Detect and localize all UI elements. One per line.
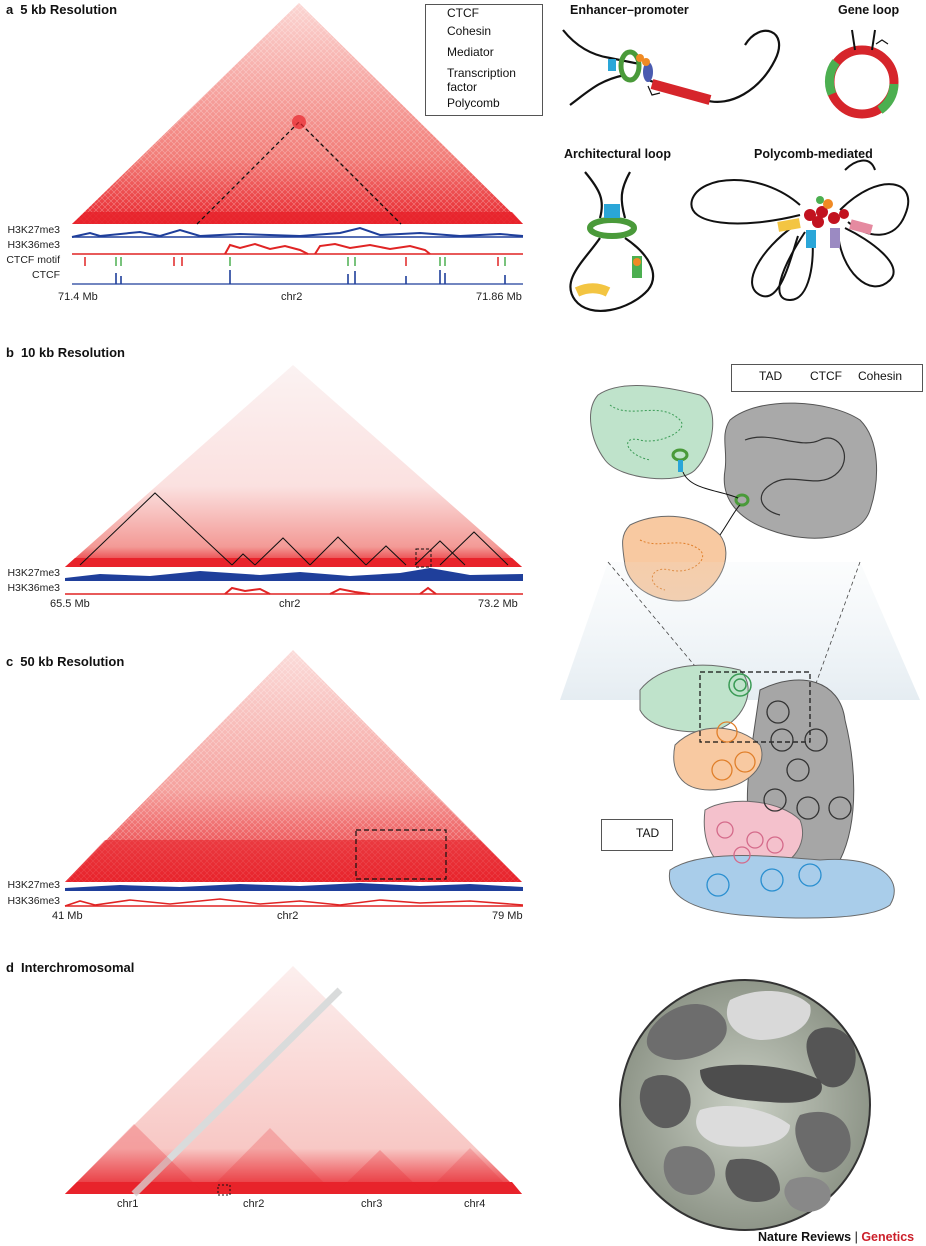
track-label-h3k36me3-c: H3K36me3 <box>7 895 60 907</box>
legend-a-transcription-factor: Transcription factor <box>447 66 516 94</box>
panel-c-title: c 50 kb Resolution <box>6 654 124 669</box>
journal-separator: | <box>854 1230 858 1244</box>
tracks-50kb <box>64 883 524 907</box>
track-label-ctcf-a: CTCF <box>32 269 60 281</box>
panel-a-heading: 5 kb Resolution <box>20 2 118 17</box>
coord-chrom-c: chr2 <box>277 910 299 922</box>
legend-a <box>425 4 543 116</box>
hic-map-5kb <box>72 3 523 225</box>
enhancer-promoter-schematic <box>562 29 781 106</box>
architectural-loop-schematic <box>569 171 655 312</box>
legend-b <box>731 364 923 392</box>
legend-a-mediator: Mediator <box>447 45 494 59</box>
gene-loop-schematic <box>824 29 899 119</box>
legend-a-ctcf: CTCF <box>447 6 479 20</box>
coord-end-a: 71.86 Mb <box>476 291 522 303</box>
panel-b-letter: b <box>6 345 14 360</box>
track-label-h3k27me3-a: H3K27me3 <box>7 224 60 236</box>
polycomb-mediated-schematic <box>690 159 910 302</box>
panel-b-heading: 10 kb Resolution <box>20 345 125 360</box>
legend-a-polycomb: Polycomb <box>447 96 500 110</box>
schematic-title-polycomb-mediated: Polycomb-mediated <box>754 147 873 161</box>
coord-start-a: 71.4 Mb <box>58 291 98 303</box>
hic-map-interchromosomal <box>65 966 522 1197</box>
coord-start-c: 41 Mb <box>52 910 83 922</box>
hic-map-10kb <box>65 365 522 568</box>
coord-chrom-b: chr2 <box>279 598 301 610</box>
tad-balls <box>706 700 852 897</box>
zoom-box-interchromosomal <box>217 1184 231 1196</box>
chrom-label-chr1: chr1 <box>117 1198 139 1210</box>
hic-map-50kb <box>65 650 522 882</box>
panel-d-heading: Interchromosomal <box>20 960 135 975</box>
zoom-box-schematic <box>699 671 811 743</box>
coord-chrom-a: chr2 <box>281 291 303 303</box>
panel-a-title: a 5 kb Resolution <box>6 2 117 17</box>
loop-hotspot <box>292 115 306 129</box>
legend-c <box>601 819 673 851</box>
panel-b-title: b 10 kb Resolution <box>6 345 125 360</box>
track-label-ctcf-motif-a: CTCF motif <box>6 254 60 266</box>
loop-dashed-outline <box>196 121 402 225</box>
journal-name: Nature Reviews <box>758 1230 852 1244</box>
panel-d-letter: d <box>6 960 14 975</box>
track-label-h3k36me3-b: H3K36me3 <box>7 582 60 594</box>
legend-c-tad: TAD <box>636 826 660 840</box>
track-label-h3k36me3-a: H3K36me3 <box>7 239 60 251</box>
zoom-box-10kb <box>415 548 432 568</box>
zoom-box-50kb <box>355 829 447 880</box>
panel-c-letter: c <box>6 654 14 669</box>
tad-hierarchy-schematic <box>560 385 920 919</box>
chrom-label-chr2: chr2 <box>243 1198 265 1210</box>
schematic-title-enhancer-promoter: Enhancer–promoter <box>570 3 689 17</box>
panel-d-title: d Interchromosomal <box>6 960 134 975</box>
legend-a-cohesin: Cohesin <box>447 24 492 38</box>
coord-start-b: 65.5 Mb <box>50 598 90 610</box>
tracks-5kb <box>71 226 524 285</box>
legend-b-cohesin: Cohesin <box>858 369 903 383</box>
coord-end-c: 79 Mb <box>492 910 523 922</box>
track-label-h3k27me3-c: H3K27me3 <box>7 879 60 891</box>
tracks-10kb <box>65 568 523 595</box>
track-label-h3k27me3-b: H3K27me3 <box>7 567 60 579</box>
legend-b-tad: TAD <box>759 369 783 383</box>
nucleus-schematic <box>619 979 871 1231</box>
panel-c-heading: 50 kb Resolution <box>20 654 125 669</box>
legend-b-ctcf: CTCF <box>810 369 842 383</box>
journal-credit: Nature Reviews | Genetics <box>758 1230 914 1244</box>
schematic-title-gene-loop: Gene loop <box>838 3 900 17</box>
journal-section: Genetics <box>861 1230 915 1244</box>
chrom-label-chr4: chr4 <box>464 1198 486 1210</box>
schematic-title-architectural-loop: Architectural loop <box>564 147 671 161</box>
coord-end-b: 73.2 Mb <box>478 598 518 610</box>
panel-a-letter: a <box>6 2 14 17</box>
chrom-label-chr3: chr3 <box>361 1198 383 1210</box>
